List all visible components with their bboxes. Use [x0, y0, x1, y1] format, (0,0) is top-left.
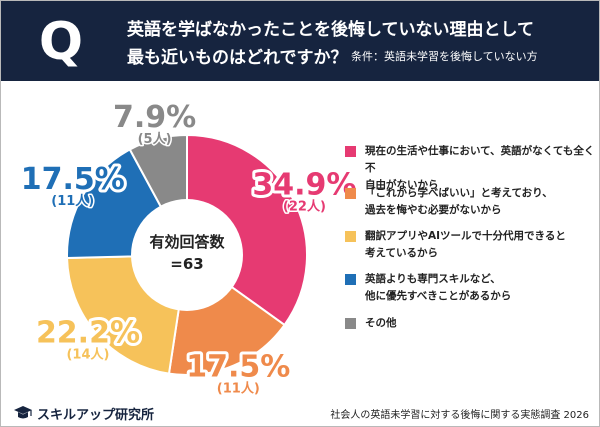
legend-swatch	[345, 146, 356, 157]
legend-label: 翻訳アプリやAIツールで十分代用できると 考えているから	[365, 228, 595, 262]
respondent-count-value: =63	[170, 255, 203, 273]
question-text-line1: 英語を学ばなかったことを後悔していない理由として	[127, 20, 534, 40]
q-letter: Q	[38, 12, 84, 72]
legend-label: 英語よりも専門スキルなど、 他に優先すべきことがあるから	[365, 271, 595, 305]
slice-percent-label: 17.5%	[186, 350, 290, 385]
legend-label: 「これから学べばいい」と考えており、 過去を悔やむ必要がないから	[365, 185, 595, 219]
legend-label-line: 考えているから	[365, 247, 438, 259]
graduation-cap-icon	[14, 406, 32, 419]
legend-label-line: 翻訳アプリやAIツールで十分代用できると	[365, 230, 566, 242]
brand-name: スキルアップ研究所	[37, 408, 155, 423]
donut-hole	[131, 199, 243, 311]
legend-label-line: 他に優先すべきことがあるから	[365, 290, 512, 302]
slice-percent-label: 34.9%	[252, 168, 356, 203]
legend-label: その他	[365, 315, 595, 332]
legend-label-line: 英語よりも専門スキルなど、	[365, 273, 501, 285]
question-text-line2: 最も近いものはどれですか？	[127, 48, 348, 68]
donut-chart: 有効回答数 =63 34.9%(22人)17.5%(11人)22.2%(14人)…	[18, 97, 360, 398]
legend-swatch	[345, 274, 356, 285]
slice-count-label: (11人)	[217, 381, 260, 397]
legend-swatch	[345, 318, 356, 329]
legend-label-line: 現在の生活や仕事において、英語がなくても全く不	[365, 145, 595, 174]
slice-count-label: (5人)	[138, 131, 172, 147]
slice-labels: 34.9%(22人)17.5%(11人)22.2%(14人)17.5%(11人)…	[18, 97, 360, 398]
legend-swatch	[345, 231, 356, 242]
q-mark: Q	[29, 13, 93, 71]
respondent-condition: 条件：英語未学習を後悔していない方	[351, 50, 538, 63]
slice-count-label: (14人)	[66, 346, 109, 362]
slice-count-label: (11人)	[51, 193, 94, 209]
slice-percent-label: 17.5%	[21, 162, 125, 197]
question-header: Q 英語を学ばなかったことを後悔していない理由として 最も近いものはどれですか？…	[1, 1, 599, 81]
legend-label-line: その他	[365, 317, 397, 329]
slice-percent-label: 7.9%	[113, 100, 196, 135]
legend-label-line: 過去を悔やむ必要がないから	[365, 204, 502, 216]
legend-swatch	[345, 188, 356, 199]
slice-percent-label: 22.2%	[36, 315, 140, 350]
legend-label: 現在の生活や仕事において、英語がなくても全く不 自由がないから	[365, 143, 595, 194]
survey-source: 社会人の英語未学習に対する後悔に関する実態調査 2026	[330, 410, 589, 421]
respondent-count-label: 有効回答数	[149, 233, 225, 251]
legend-label-line: 「これから学べばいい」と考えており、	[365, 187, 553, 199]
legend-label-line: 自由がないから	[365, 179, 439, 191]
pie-slices	[66, 133, 308, 376]
slice-count-label: (22人)	[283, 199, 326, 215]
